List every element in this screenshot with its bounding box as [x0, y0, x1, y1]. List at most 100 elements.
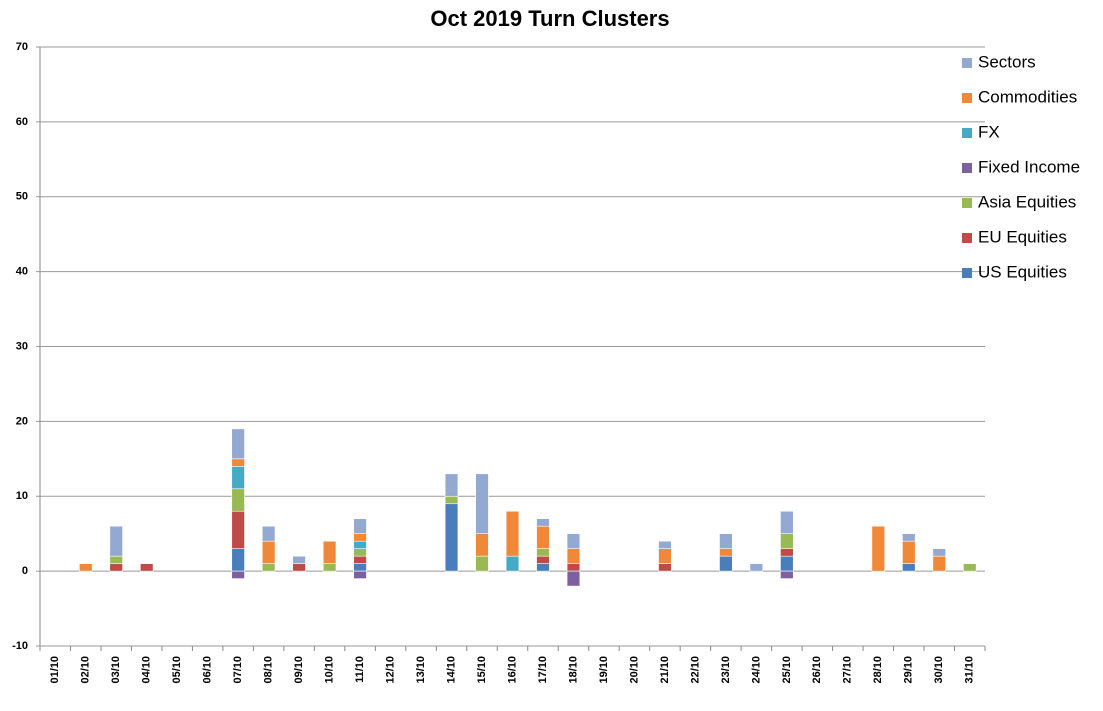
x-tick-label: 25/10	[781, 656, 793, 684]
bar-segment	[536, 525, 550, 549]
bar-segment	[109, 525, 123, 557]
bar-segment	[444, 495, 459, 505]
bar-segment	[353, 548, 367, 557]
x-tick-label: 07/10	[232, 656, 244, 684]
x-tick-label: 10/10	[324, 656, 336, 684]
bar-segment	[566, 563, 581, 572]
bar-segment	[231, 548, 245, 572]
legend-swatch	[962, 128, 972, 138]
bar-segment	[231, 510, 245, 549]
chart-title: Oct 2019 Turn Clusters	[430, 6, 669, 31]
x-tick-label: 20/10	[628, 656, 640, 684]
bar-segment	[79, 563, 93, 572]
legend-swatch	[962, 93, 972, 103]
x-tick-label: 09/10	[293, 656, 305, 684]
x-tick-label: 06/10	[202, 656, 214, 684]
bar-segment	[780, 570, 794, 579]
x-tick-label: 23/10	[720, 656, 732, 684]
x-tick-label: 19/10	[598, 656, 610, 684]
bar-segment	[353, 540, 367, 549]
bar-segment	[444, 473, 459, 497]
bar-segment	[932, 555, 946, 572]
bar-segment	[566, 570, 581, 587]
bar-segment	[749, 563, 764, 572]
legend-label: EU Equities	[978, 227, 1067, 246]
legend-label: Fixed Income	[978, 157, 1080, 176]
bar-segment	[658, 563, 672, 572]
legend-label: US Equities	[978, 262, 1067, 281]
bar-segment	[902, 563, 916, 572]
x-tick-label: 26/10	[811, 656, 823, 684]
bar-segment	[231, 465, 245, 490]
bar-segment	[536, 518, 550, 527]
bar-segment	[109, 563, 123, 572]
y-tick-label: 30	[16, 340, 28, 352]
bar-segment	[292, 563, 306, 572]
bar-segment	[902, 540, 916, 564]
bar-segment	[536, 548, 550, 557]
bar-segment	[780, 555, 794, 572]
x-tick-label: 24/10	[750, 656, 762, 684]
bar-segment	[231, 428, 245, 460]
bar-segment	[475, 533, 489, 557]
x-tick-label: 02/10	[80, 656, 92, 684]
legend-label: FX	[978, 122, 1000, 141]
y-tick-label: -10	[12, 640, 28, 652]
bar-segment	[261, 540, 276, 564]
bar-segment	[566, 548, 581, 564]
bar-segment	[902, 533, 916, 542]
bar-segment	[292, 555, 306, 564]
x-tick-label: 14/10	[445, 656, 457, 684]
legend-swatch	[962, 58, 972, 68]
x-tick-label: 21/10	[659, 656, 671, 684]
bar-segment	[231, 488, 245, 512]
x-tick-label: 13/10	[415, 656, 427, 684]
x-tick-label: 28/10	[872, 656, 884, 684]
bar-segment	[719, 533, 733, 549]
y-tick-label: 20	[16, 415, 28, 427]
bar-segment	[963, 563, 977, 572]
bar-segment	[719, 548, 733, 557]
legend-label: Sectors	[978, 52, 1036, 71]
bar-segment	[871, 525, 886, 572]
bar-segment	[231, 570, 245, 579]
bar-segment	[932, 548, 946, 557]
bar-segment	[505, 555, 520, 572]
bar-segment	[353, 555, 367, 564]
x-tick-label: 17/10	[537, 656, 549, 684]
x-tick-label: 03/10	[110, 656, 122, 684]
bar-segment	[780, 533, 794, 549]
bar-segment	[139, 563, 154, 572]
y-tick-label: 50	[16, 191, 28, 203]
bar-segment	[109, 555, 123, 564]
legend-swatch	[962, 198, 972, 208]
x-tick-label: 31/10	[964, 656, 976, 684]
y-tick-label: 70	[16, 41, 28, 53]
bar-segment	[353, 533, 367, 542]
x-tick-label: 27/10	[842, 656, 854, 684]
x-tick-label: 18/10	[567, 656, 579, 684]
bar-segment	[322, 540, 337, 564]
bar-segment	[444, 503, 459, 572]
bar-segment	[475, 473, 489, 534]
legend-swatch	[962, 163, 972, 173]
bar-segment	[566, 533, 581, 549]
x-tick-label: 15/10	[476, 656, 488, 684]
y-tick-label: 40	[16, 266, 28, 278]
x-tick-label: 30/10	[933, 656, 945, 684]
bar-segment	[658, 548, 672, 564]
x-tick-label: 12/10	[384, 656, 396, 684]
x-tick-label: 16/10	[506, 656, 518, 684]
x-tick-label: 05/10	[171, 656, 183, 684]
bar-segment	[475, 555, 489, 572]
x-tick-label: 01/10	[49, 656, 61, 684]
bar-segment	[780, 510, 794, 534]
y-tick-label: 60	[16, 116, 28, 128]
bar-segment	[231, 458, 245, 467]
bar-segment	[536, 563, 550, 572]
x-tick-label: 04/10	[141, 656, 153, 684]
bar-segment	[536, 555, 550, 564]
bar-segment	[719, 555, 733, 572]
bar-segment	[261, 525, 276, 542]
